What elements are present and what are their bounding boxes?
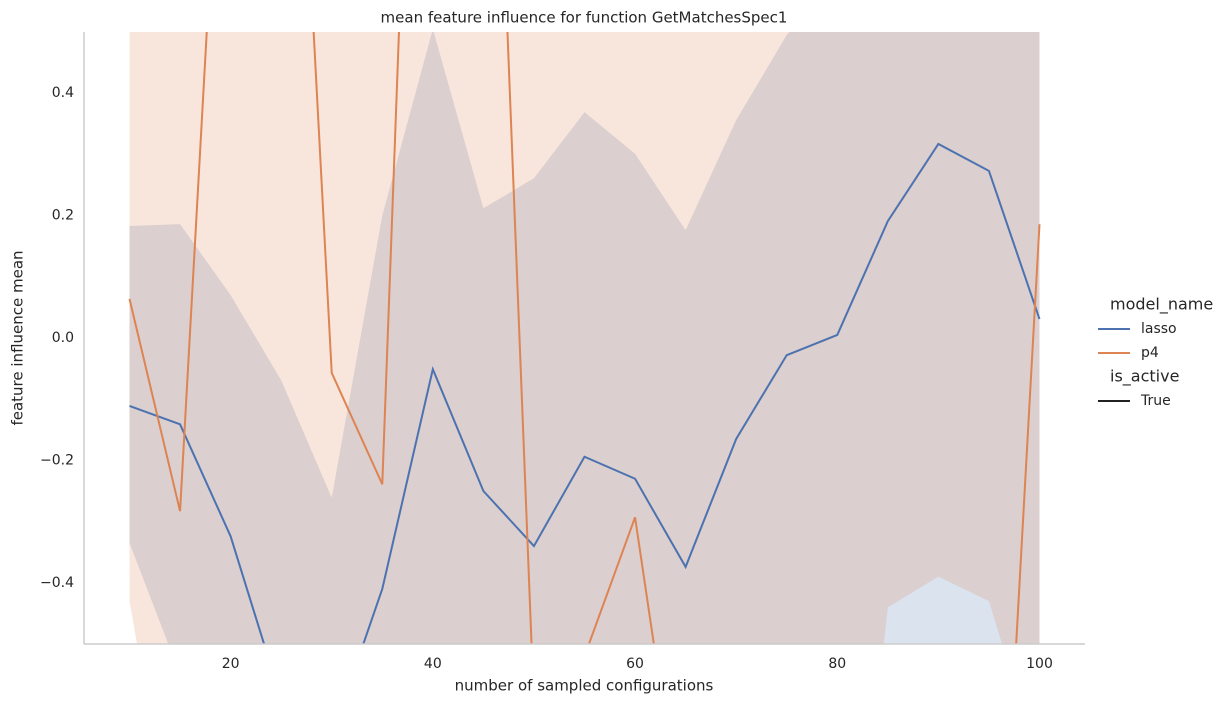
series-line — [129, 142, 1041, 644]
y-tick-label: 0.0 — [52, 330, 74, 346]
y-tick-label: 0.4 — [52, 85, 74, 101]
chart-title: mean feature influence for function GetM… — [381, 9, 788, 27]
legend-label: lasso — [1141, 321, 1177, 337]
legend-label: True — [1140, 393, 1171, 409]
y-tick-label: 0.2 — [52, 208, 74, 224]
confidence-band — [129, 32, 1040, 644]
y-axis-label: feature influence mean — [9, 250, 27, 425]
legend-title: is_active — [1110, 367, 1179, 387]
x-tick-label: 20 — [222, 656, 240, 672]
x-tick-label: 100 — [1026, 656, 1053, 672]
plot-area — [128, 32, 1041, 644]
y-tick-label: −0.4 — [40, 575, 74, 591]
x-axis-label: number of sampled configurations — [455, 677, 714, 695]
y-tick-label: −0.2 — [40, 452, 74, 468]
confidence-band — [129, 32, 1040, 644]
x-tick-label: 80 — [828, 656, 846, 672]
x-tick-label: 60 — [626, 656, 644, 672]
x-tick-label: 40 — [424, 656, 442, 672]
legend-title: model_name — [1110, 295, 1213, 315]
legend-label: p4 — [1141, 345, 1159, 361]
